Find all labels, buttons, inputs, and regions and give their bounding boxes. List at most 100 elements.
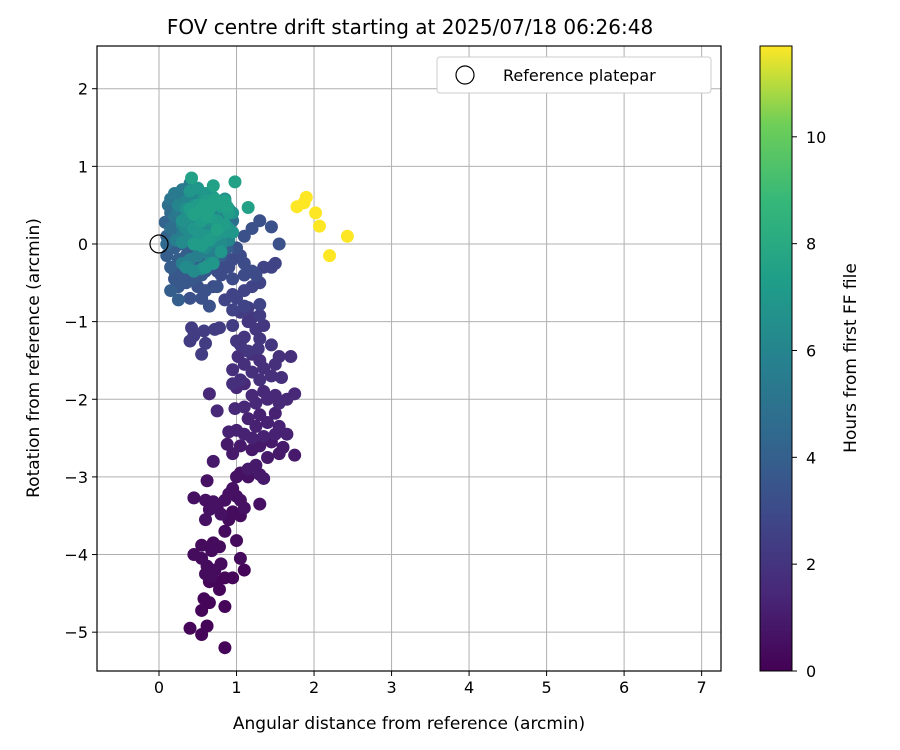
x-tick-label: 2: [309, 678, 319, 697]
data-point: [272, 419, 286, 433]
colorbar: 0 2 4 6 8 10 Hours from first FF file: [759, 45, 861, 681]
data-point: [257, 471, 271, 485]
data-point: [171, 293, 185, 307]
legend-marker-icon: [455, 65, 475, 85]
data-point: [226, 303, 240, 317]
y-axis-label: Rotation from reference (arcmin): [24, 218, 44, 498]
data-point: [220, 437, 234, 451]
data-point: [222, 425, 236, 439]
data-point: [233, 551, 247, 565]
plot-frame: [96, 45, 722, 672]
data-point: [195, 551, 209, 565]
y-axis: 2 1 0 −1 −2 −3 −4 −5: [64, 80, 97, 642]
data-point: [231, 350, 245, 364]
data-point: [276, 440, 290, 454]
data-point: [164, 284, 178, 298]
x-axis: 0 1 2 3 4 5 6 7: [154, 671, 707, 697]
data-point: [183, 291, 197, 305]
data-point: [251, 342, 265, 356]
data-point: [264, 220, 278, 234]
data-point: [202, 233, 216, 247]
data-point: [226, 319, 240, 333]
grid: [97, 46, 721, 671]
data-point: [297, 196, 311, 210]
data-point: [230, 534, 244, 548]
data-point: [222, 487, 236, 501]
data-point: [253, 308, 267, 322]
data-point: [226, 571, 240, 585]
y-tick-label: −2: [64, 390, 88, 409]
y-tick-label: 2: [78, 80, 88, 99]
data-point: [257, 430, 271, 444]
data-point: [214, 245, 228, 259]
data-point: [288, 448, 302, 462]
data-point: [202, 299, 216, 313]
colorbar-tick-label: 2: [806, 555, 816, 574]
y-tick-label: 0: [78, 235, 88, 254]
x-tick-label: 5: [541, 678, 551, 697]
legend-box: [436, 56, 712, 94]
data-point: [197, 324, 211, 338]
colorbar-gradient: [759, 45, 793, 672]
data-point: [206, 454, 220, 468]
data-point: [210, 404, 224, 418]
y-tick-label: −5: [64, 623, 88, 642]
data-point: [210, 280, 224, 294]
data-point: [323, 249, 337, 263]
y-tick-label: −4: [64, 546, 88, 565]
data-point: [220, 200, 234, 214]
data-point: [309, 206, 323, 220]
data-point: [202, 387, 216, 401]
data-point: [218, 641, 232, 655]
data-point: [245, 264, 259, 278]
x-axis-label: Angular distance from reference (arcmin): [233, 714, 585, 734]
chart-title: FOV centre drift starting at 2025/07/18 …: [167, 15, 653, 39]
data-point: [226, 363, 240, 377]
data-point: [268, 388, 282, 402]
data-point: [206, 536, 220, 550]
data-point: [208, 192, 222, 206]
colorbar-tick-label: 0: [806, 662, 816, 681]
data-point: [233, 373, 247, 387]
data-point: [195, 347, 209, 361]
data-point: [210, 223, 224, 237]
colorbar-label: Hours from first FF file: [841, 263, 861, 453]
data-point: [253, 214, 267, 228]
data-point: [187, 491, 201, 505]
data-point: [212, 321, 226, 335]
reference-platepar-marker: [149, 234, 169, 254]
data-point: [214, 507, 228, 521]
data-point: [253, 497, 267, 511]
data-point: [199, 513, 213, 527]
data-point: [199, 336, 213, 350]
data-point: [228, 175, 242, 189]
data-point: [312, 219, 326, 233]
data-point: [237, 501, 251, 515]
data-point: [214, 557, 228, 571]
data-point: [253, 298, 267, 312]
data-point: [183, 334, 197, 348]
legend: Reference platepar: [436, 56, 712, 94]
colorbar-tick-label: 4: [806, 448, 816, 467]
data-point: [197, 198, 211, 212]
x-tick-label: 0: [154, 678, 164, 697]
x-tick-label: 1: [231, 678, 241, 697]
x-tick-label: 7: [697, 678, 707, 697]
colorbar-tick-label: 10: [806, 128, 826, 147]
data-point: [249, 458, 263, 472]
data-point: [183, 621, 197, 635]
data-point: [218, 600, 232, 614]
data-point: [241, 412, 255, 426]
data-point: [200, 619, 214, 633]
x-tick-label: 6: [619, 678, 629, 697]
data-point: [274, 371, 288, 385]
data-point: [253, 408, 267, 422]
data-point: [226, 287, 240, 301]
data-point: [206, 179, 220, 193]
data-point: [257, 319, 271, 333]
data-point: [200, 474, 214, 488]
data-point: [202, 503, 216, 517]
data-point: [237, 400, 251, 414]
data-point: [261, 450, 275, 464]
